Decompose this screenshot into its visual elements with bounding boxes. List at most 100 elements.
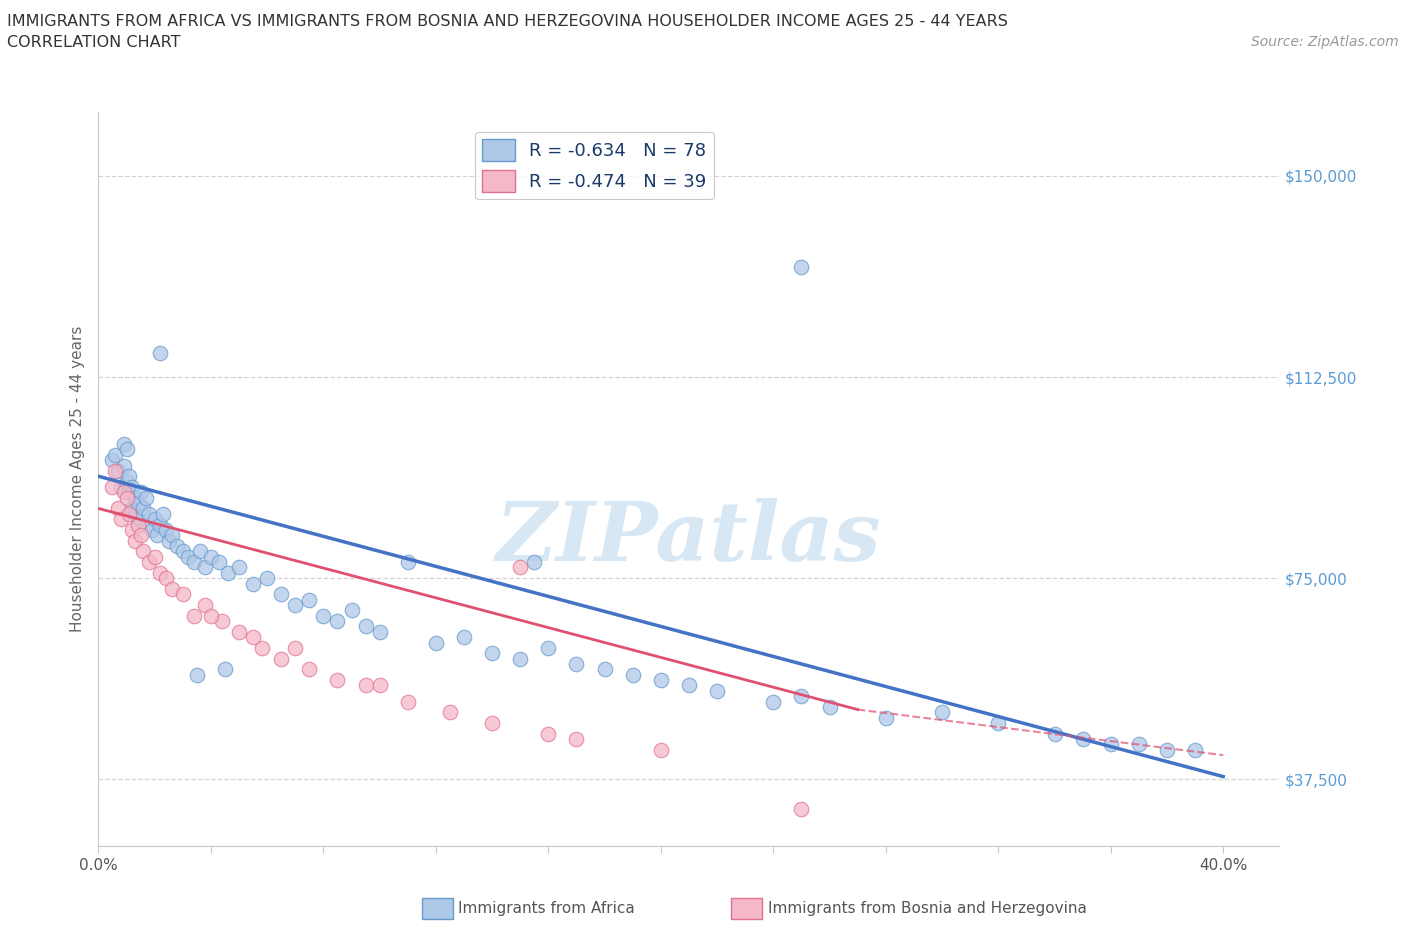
Point: [143, 512, 166, 526]
Point: [1043, 726, 1066, 741]
Point: [453, 630, 475, 644]
Point: [1128, 737, 1150, 751]
Point: [509, 560, 531, 575]
Point: [284, 641, 307, 656]
Point: [155, 571, 177, 586]
Point: [115, 474, 138, 489]
Point: [160, 581, 183, 596]
Point: [110, 512, 132, 526]
Point: [1099, 737, 1122, 751]
Point: [129, 485, 152, 499]
Point: [425, 635, 447, 650]
Point: [194, 560, 217, 575]
Point: [987, 715, 1010, 730]
Point: [172, 587, 194, 602]
Point: [650, 672, 672, 687]
Point: [124, 533, 146, 548]
Point: [101, 480, 124, 495]
Point: [112, 458, 135, 473]
Point: [523, 554, 546, 569]
Point: [121, 501, 143, 516]
Point: [115, 490, 138, 505]
Point: [250, 641, 273, 656]
Point: [104, 447, 127, 462]
Point: [149, 565, 172, 580]
Point: [217, 565, 239, 580]
Point: [256, 571, 278, 586]
Point: [211, 614, 233, 629]
Point: [790, 259, 813, 274]
Point: [1184, 742, 1206, 757]
Point: [396, 554, 419, 569]
Point: [127, 517, 149, 532]
Point: [118, 485, 141, 499]
Point: [186, 667, 208, 682]
Point: [537, 726, 560, 741]
Point: [118, 469, 141, 484]
Text: Immigrants from Africa: Immigrants from Africa: [458, 901, 636, 916]
Point: [931, 705, 953, 720]
Point: [565, 657, 588, 671]
Point: [354, 678, 377, 693]
Point: [118, 506, 141, 521]
Point: [129, 528, 152, 543]
Point: [565, 732, 588, 747]
Point: [875, 711, 897, 725]
Point: [172, 544, 194, 559]
Point: [439, 705, 461, 720]
Point: [790, 689, 813, 704]
Point: [481, 645, 503, 660]
Point: [146, 528, 169, 543]
Text: Immigrants from Bosnia and Herzegovina: Immigrants from Bosnia and Herzegovina: [768, 901, 1087, 916]
Point: [340, 603, 363, 618]
Point: [228, 560, 250, 575]
Point: [121, 480, 143, 495]
Point: [188, 544, 211, 559]
Point: [127, 496, 149, 511]
Point: [200, 608, 222, 623]
Point: [270, 651, 292, 666]
Point: [298, 662, 321, 677]
Point: [138, 506, 160, 521]
Point: [138, 554, 160, 569]
Point: [312, 608, 335, 623]
Point: [149, 345, 172, 360]
Point: [101, 453, 124, 468]
Point: [790, 802, 813, 817]
Point: [132, 501, 155, 516]
Point: [183, 554, 205, 569]
Point: [706, 684, 728, 698]
Point: [1071, 732, 1094, 747]
Point: [112, 437, 135, 452]
Point: [242, 630, 264, 644]
Point: [124, 490, 146, 505]
Point: [326, 614, 349, 629]
Point: [509, 651, 531, 666]
Text: ZIPatlas: ZIPatlas: [496, 498, 882, 578]
Point: [112, 485, 135, 499]
Point: [124, 506, 146, 521]
Point: [368, 624, 391, 639]
Point: [127, 512, 149, 526]
Point: [326, 672, 349, 687]
Point: [141, 523, 163, 538]
Point: [115, 442, 138, 457]
Point: [762, 694, 785, 709]
Point: [650, 742, 672, 757]
Point: [135, 517, 157, 532]
Text: IMMIGRANTS FROM AFRICA VS IMMIGRANTS FROM BOSNIA AND HERZEGOVINA HOUSEHOLDER INC: IMMIGRANTS FROM AFRICA VS IMMIGRANTS FRO…: [7, 14, 1008, 29]
Point: [678, 678, 700, 693]
Point: [157, 533, 180, 548]
Point: [107, 501, 129, 516]
Point: [228, 624, 250, 639]
Point: [110, 480, 132, 495]
Point: [177, 550, 200, 565]
Point: [270, 587, 292, 602]
Point: [200, 550, 222, 565]
Point: [481, 715, 503, 730]
Y-axis label: Householder Income Ages 25 - 44 years: Householder Income Ages 25 - 44 years: [69, 326, 84, 632]
Point: [396, 694, 419, 709]
Point: [284, 598, 307, 613]
Legend: R = -0.634   N = 78, R = -0.474   N = 39: R = -0.634 N = 78, R = -0.474 N = 39: [475, 132, 714, 199]
Point: [149, 517, 172, 532]
